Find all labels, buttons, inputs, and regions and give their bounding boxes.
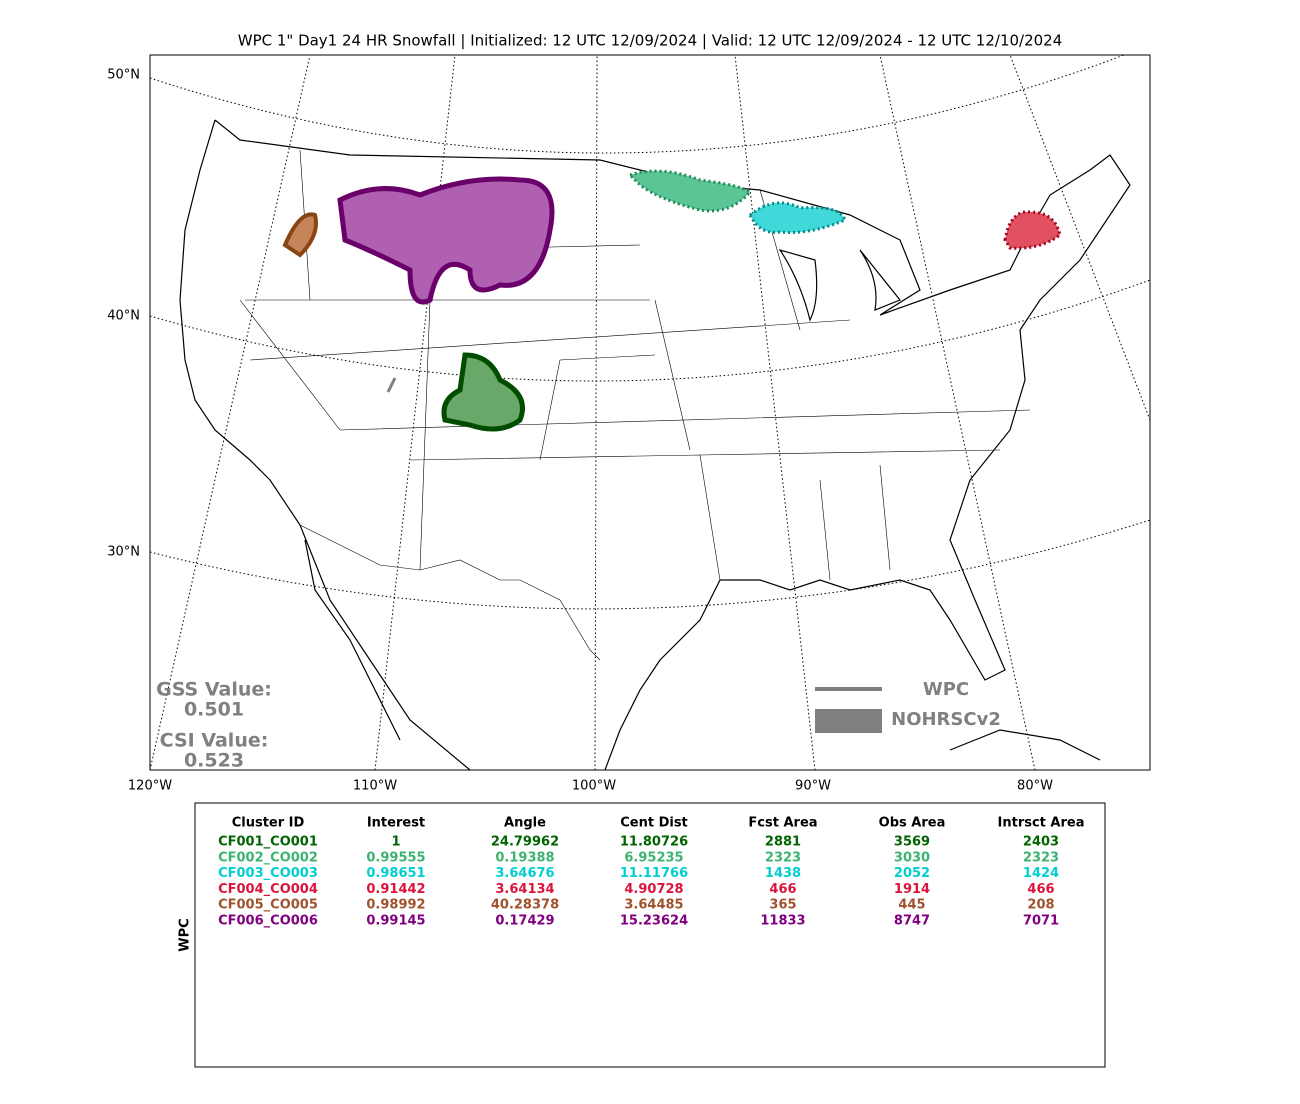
table-cell: 1 xyxy=(391,835,400,850)
table-cell: CF005_CO005 xyxy=(218,898,318,913)
lon-label: 90°W xyxy=(795,779,831,794)
table-cell: CF004_CO004 xyxy=(218,882,318,897)
score-label: GSS Value: xyxy=(156,679,272,701)
table-cell: 1438 xyxy=(765,866,801,881)
score-label: CSI Value: xyxy=(160,730,269,752)
table-cell: 0.91442 xyxy=(366,882,425,897)
table-cell: 445 xyxy=(898,898,925,913)
table-cell: 2881 xyxy=(765,835,801,850)
column-header: Cluster ID xyxy=(232,816,305,831)
parallel xyxy=(150,279,1150,382)
legend-swatch xyxy=(815,709,882,733)
map-frame xyxy=(149,54,1151,771)
column-header: Interest xyxy=(367,816,425,831)
table-cell: 2323 xyxy=(765,850,801,865)
cluster xyxy=(627,169,753,213)
table-cell: 15.23624 xyxy=(620,914,688,929)
table-cell: 466 xyxy=(1027,882,1054,897)
legend-label: NOHRSCv2 xyxy=(891,709,1001,730)
table-cell: 11.80726 xyxy=(620,835,688,850)
table-cell: 1914 xyxy=(894,882,930,897)
table-cell: 3569 xyxy=(894,835,930,850)
table-cell: CF006_CO006 xyxy=(218,914,318,929)
table-cell: 1424 xyxy=(1023,866,1059,881)
table-cell: 0.99555 xyxy=(366,850,425,865)
side-label: WPC xyxy=(178,918,193,951)
table-cell: 0.98651 xyxy=(366,866,425,881)
cluster xyxy=(441,352,525,432)
table-cell: 40.28378 xyxy=(491,898,559,913)
column-header: Intrsct Area xyxy=(998,816,1085,831)
table-cell: 24.79962 xyxy=(491,835,559,850)
score-value: 0.501 xyxy=(184,699,244,721)
cluster xyxy=(337,176,555,305)
table-cell: 0.17429 xyxy=(495,914,554,929)
cluster xyxy=(748,201,847,234)
table-cell: 6.95235 xyxy=(624,850,683,865)
table-cell: 365 xyxy=(769,898,796,913)
table-cell: CF001_CO001 xyxy=(218,835,318,850)
lon-label: 110°W xyxy=(353,779,397,794)
table-cell: 4.90728 xyxy=(624,882,683,897)
lat-label: 40°N xyxy=(107,309,140,324)
table-cell: 3.64485 xyxy=(624,898,683,913)
table-cell: 11.11766 xyxy=(620,866,688,881)
score-value: 0.523 xyxy=(184,750,244,772)
lat-label: 30°N xyxy=(107,545,140,560)
table-cell: 0.98992 xyxy=(366,898,425,913)
table-cell: 8747 xyxy=(894,914,930,929)
table-cell: 7071 xyxy=(1023,914,1059,929)
meridian xyxy=(150,55,1150,770)
map: 50°N 40°N 30°N 120°W 110°W 100°W 90°W 80… xyxy=(107,54,1151,794)
lake xyxy=(778,248,901,322)
cluster xyxy=(386,377,397,393)
table-cell: 2052 xyxy=(894,866,930,881)
coastline xyxy=(179,119,1131,770)
table-cell: 466 xyxy=(769,882,796,897)
lon-label: 120°W xyxy=(128,779,172,794)
table-cell: 2403 xyxy=(1023,835,1059,850)
title: WPC 1" Day1 24 HR Snowfall | Initialized… xyxy=(238,32,1063,50)
table-cell: 0.19388 xyxy=(495,850,554,865)
table-cell: CF002_CO002 xyxy=(218,850,318,865)
table-cell: 3030 xyxy=(894,850,930,865)
column-header: Cent Dist xyxy=(620,816,688,831)
column-header: Obs Area xyxy=(879,816,946,831)
table-cell: 3.64134 xyxy=(495,882,554,897)
column-header: Fcst Area xyxy=(748,816,817,831)
lon-label: 80°W xyxy=(1017,779,1053,794)
table-cell: 0.99145 xyxy=(366,914,425,929)
lat-label: 50°N xyxy=(107,68,140,83)
clusters xyxy=(282,169,1062,432)
lon-label: 100°W xyxy=(572,779,616,794)
parallel xyxy=(150,55,1126,154)
table-cell: 208 xyxy=(1027,898,1054,913)
cluster xyxy=(282,212,318,258)
table: WPC Cluster ID Interest Angle Cent Dist Fcst… xyxy=(178,802,1106,1068)
column-header: Angle xyxy=(504,816,546,831)
legend-label: WPC xyxy=(923,679,969,700)
table-frame xyxy=(194,802,1106,1068)
parallel xyxy=(150,519,1150,610)
table-cell: 2323 xyxy=(1023,850,1059,865)
table-cell: CF003_CO003 xyxy=(218,866,318,881)
table-cell: 3.64676 xyxy=(495,866,554,881)
cluster xyxy=(1003,210,1062,250)
table-cell: 11833 xyxy=(760,914,805,929)
